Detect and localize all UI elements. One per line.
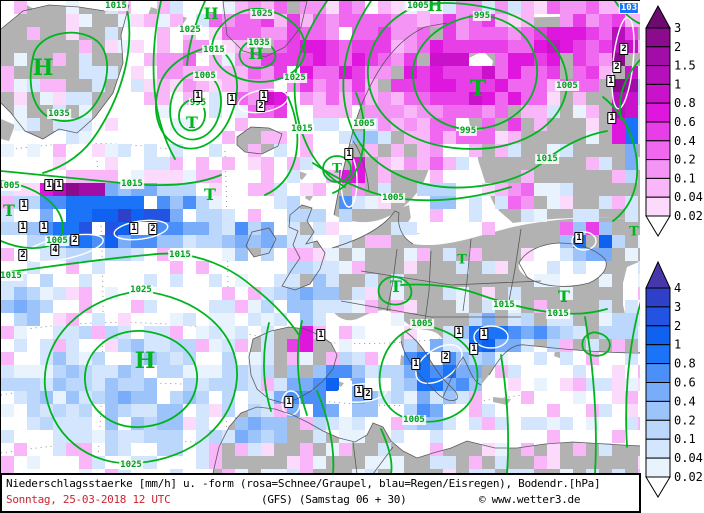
scale-arrow-up	[645, 4, 671, 29]
scale-tick-label: 0.02	[674, 470, 703, 484]
scale-tick-label: 3	[674, 21, 681, 35]
scale-tick-label: 0.1	[674, 432, 696, 446]
model-run-info: (GFS) (Samstag 06 + 30)	[261, 493, 407, 506]
precip-core-outline	[113, 219, 169, 241]
scale-tick-label: 0.02	[674, 209, 703, 223]
scale-tick-label: 1	[674, 338, 681, 352]
scale-tick-label: 0.4	[674, 394, 696, 408]
scale-color-box	[645, 140, 671, 161]
scale-tick-label: 3	[674, 300, 681, 314]
valid-datetime: Sonntag, 25-03-2018 12 UTC	[6, 493, 171, 506]
scale-tick-label: 0.8	[674, 96, 696, 110]
scale-tick-label: 0.6	[674, 115, 696, 129]
scale-tick-label: 2	[674, 40, 681, 54]
scale-tick-label: 0.2	[674, 413, 696, 427]
caption-line1: Niederschlagsstaerke [mm/h] u. -form (ro…	[6, 477, 601, 490]
scale-color-box	[645, 382, 671, 402]
scale-color-box	[645, 121, 671, 142]
snow-intensity-scale: 3 2 1.5 1 0.8 0.6 0.4 0.2 0.1 0.04 0.02	[645, 4, 703, 237]
rain-intensity-scale: 4 3 2 1 0.8 0.6 0.4 0.2 0.1 0.04 0.02	[645, 260, 703, 498]
scale-color-box	[645, 344, 671, 365]
scale-color-box	[645, 306, 671, 327]
scale-tick-label: 0.04	[674, 451, 703, 465]
scale-color-box	[645, 419, 671, 440]
map-caption-box: Niederschlagsstaerke [mm/h] u. -form (ro…	[0, 473, 641, 513]
scale-color-box	[645, 27, 671, 48]
scale-color-box	[645, 196, 671, 217]
scale-tick-label: 0.4	[674, 134, 696, 148]
surface-pressure-precipitation-map: 1015 1025 1035 1025 1035 1015 1005 995 1025 1015 1…	[0, 0, 641, 474]
scale-color-box	[645, 287, 671, 308]
scale-arrow-up	[645, 260, 671, 289]
caption-line2: Sonntag, 25-03-2018 12 UTC (GFS) (Samsta…	[6, 493, 639, 506]
scale-tick-label: 0.8	[674, 357, 696, 371]
scale-tick-label: 0.1	[674, 171, 696, 185]
scale-color-box	[645, 83, 671, 104]
scale-color-box	[645, 102, 671, 123]
scale-color-box	[645, 46, 671, 67]
scale-color-box	[645, 457, 671, 478]
scale-tick-label: 0.6	[674, 376, 696, 390]
basemap-svg	[1, 1, 641, 474]
scale-color-box	[645, 438, 671, 459]
scale-tick-label: 4	[674, 281, 681, 295]
scale-tick-label: 2	[674, 319, 681, 333]
scale-arrow-down	[645, 476, 671, 498]
scale-color-box	[645, 159, 671, 179]
scale-tick-label: 1	[674, 77, 681, 91]
scale-tick-label: 0.04	[674, 190, 703, 204]
precip-core-outline	[571, 231, 597, 251]
scale-color-box	[645, 325, 671, 346]
scale-tick-label: 1.5	[674, 59, 696, 73]
precip-core-outline	[473, 325, 509, 349]
precip-core-outline	[415, 343, 463, 385]
scale-color-box	[645, 400, 671, 421]
scale-arrow-down	[645, 215, 671, 237]
scale-color-box	[645, 177, 671, 198]
precip-core-outline	[335, 383, 387, 403]
scale-color-box	[645, 363, 671, 383]
legend-column: 3 2 1.5 1 0.8 0.6 0.4 0.2 0.1 0.04 0.02 4 3 2 1 0.8 0.6…	[640, 0, 704, 513]
scale-tick-label: 0.2	[674, 153, 696, 167]
copyright-text: © www.wetter3.de	[479, 493, 581, 506]
scale-color-box	[645, 65, 671, 85]
